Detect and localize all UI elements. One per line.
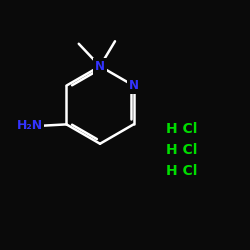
Text: H₂N: H₂N xyxy=(16,119,43,132)
Text: H Cl: H Cl xyxy=(166,122,198,136)
Text: N: N xyxy=(128,79,138,92)
Text: H Cl: H Cl xyxy=(166,164,198,178)
Text: H Cl: H Cl xyxy=(166,143,198,157)
Text: N: N xyxy=(95,60,105,73)
